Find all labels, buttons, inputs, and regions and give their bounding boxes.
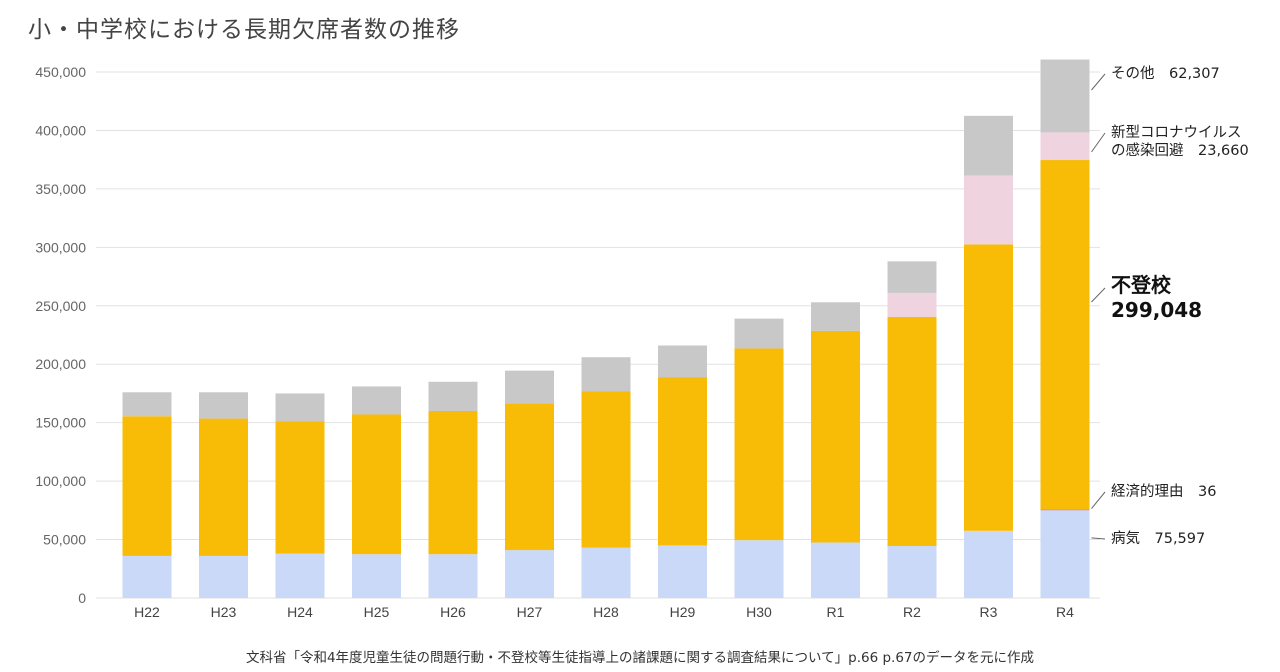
annotation-label-futoko: 299,048 [1111,298,1202,322]
bar-segment-economic [1040,509,1090,511]
stacked-bar-chart: 0 50,000 100,000 150,000 200,000 250,000 300,0… [35,59,1249,620]
bar-segment-illness [428,554,478,598]
bar-segment-other [199,392,248,419]
annotation-label-other: その他 62,307 [1111,65,1220,82]
x-tick-label: H24 [287,604,313,620]
x-tick-label: R2 [903,604,921,620]
bar-segment-illness [811,542,860,598]
bar-segment-other [1040,59,1090,133]
bar-segment-covid [1040,132,1090,161]
x-tick-label: R4 [1056,604,1074,620]
bar-segment-illness [887,545,937,598]
x-tick-label: H30 [746,604,772,620]
x-tick-label: R3 [980,604,998,620]
annotation-leader-line [1091,73,1106,91]
annotation-label-covid: の感染回避 23,660 [1111,142,1249,159]
bar-segment-illness [122,555,172,598]
bar-segment-illness [734,540,784,598]
bar-segment-futoko [122,416,172,556]
bar-segment-other [734,318,784,349]
bar-segment-futoko [811,330,860,543]
y-tick-label: 450,000 [35,64,86,80]
bar-segment-illness [1040,509,1090,598]
x-tick-label: H27 [517,604,543,620]
bar-segment-other [505,370,554,404]
annotation-leader-line [1091,537,1106,540]
bar-segment-futoko [887,316,937,546]
x-tick-label: H29 [670,604,696,620]
bar-segment-futoko [581,391,631,548]
bar-segment-covid [887,292,937,317]
bar-segment-futoko [352,414,401,555]
bar-segment-other [811,302,860,331]
annotation-label-futoko: 不登校 [1111,273,1172,297]
bar-segment-futoko [658,377,707,546]
x-tick-label: H25 [364,604,390,620]
x-tick-label: H22 [134,604,160,620]
y-tick-label: 200,000 [35,356,86,372]
bar-segment-other [887,261,937,293]
y-axis-tick-labels: 0 50,000 100,000 150,000 200,000 250,000 300,0… [35,64,86,606]
y-tick-label: 150,000 [35,415,86,431]
bar-segment-futoko [275,421,325,554]
x-axis-category-labels: H22 H23 H24 H25 H26 H27 H28 H29 H30 R1 R2 R3 R4 [134,604,1074,620]
y-tick-label: 400,000 [35,122,86,138]
bar-segment-other [428,381,478,411]
y-tick-label: 250,000 [35,298,86,314]
bar-segment-other [581,357,631,392]
x-tick-label: R1 [827,604,845,620]
bar-segment-futoko [964,244,1013,531]
bar-segment-futoko [428,410,478,555]
bar-segment-illness [275,553,325,598]
bar-segment-futoko [199,418,248,556]
annotation-label-economic: 経済的理由 36 [1111,483,1216,500]
y-tick-label: 0 [78,590,86,606]
source-note: 文科省「令和4年度児童生徒の問題行動・不登校等生徒指導上の諸課題に関する調査結果… [245,650,1035,666]
y-tick-label: 350,000 [35,181,86,197]
x-tick-label: H23 [211,604,237,620]
bar-segment-illness [964,530,1013,598]
bar-segment-futoko [1040,160,1090,510]
annotation-label-illness: 病気 75,597 [1111,530,1205,547]
bar-segment-illness [352,554,401,598]
annotation-leader-line [1091,491,1106,509]
x-tick-label: H28 [593,604,619,620]
bar-segment-other [352,386,401,415]
y-tick-label: 100,000 [35,473,86,489]
bar-segment-covid [964,175,1013,245]
bar-segment-illness [199,555,248,598]
bar-segment-other [964,115,1013,176]
bar-segment-futoko [734,348,784,541]
annotation-label-covid: 新型コロナウイルス [1111,124,1242,141]
annotation-leader-line [1091,132,1106,153]
bar-segment-futoko [505,403,554,551]
bars [122,59,1090,598]
bar-segment-illness [581,547,631,598]
y-tick-label: 300,000 [35,239,86,255]
annotation-leader-line [1091,287,1106,303]
bar-segment-other [275,393,325,422]
x-tick-label: H26 [440,604,466,620]
y-tick-label: 50,000 [43,532,86,548]
chart-title: 小・中学校における長期欠席者数の推移 [28,17,460,43]
bar-segment-other [122,392,172,417]
bar-segment-other [658,345,707,378]
bar-segment-illness [658,545,707,598]
bar-segment-illness [505,550,554,598]
